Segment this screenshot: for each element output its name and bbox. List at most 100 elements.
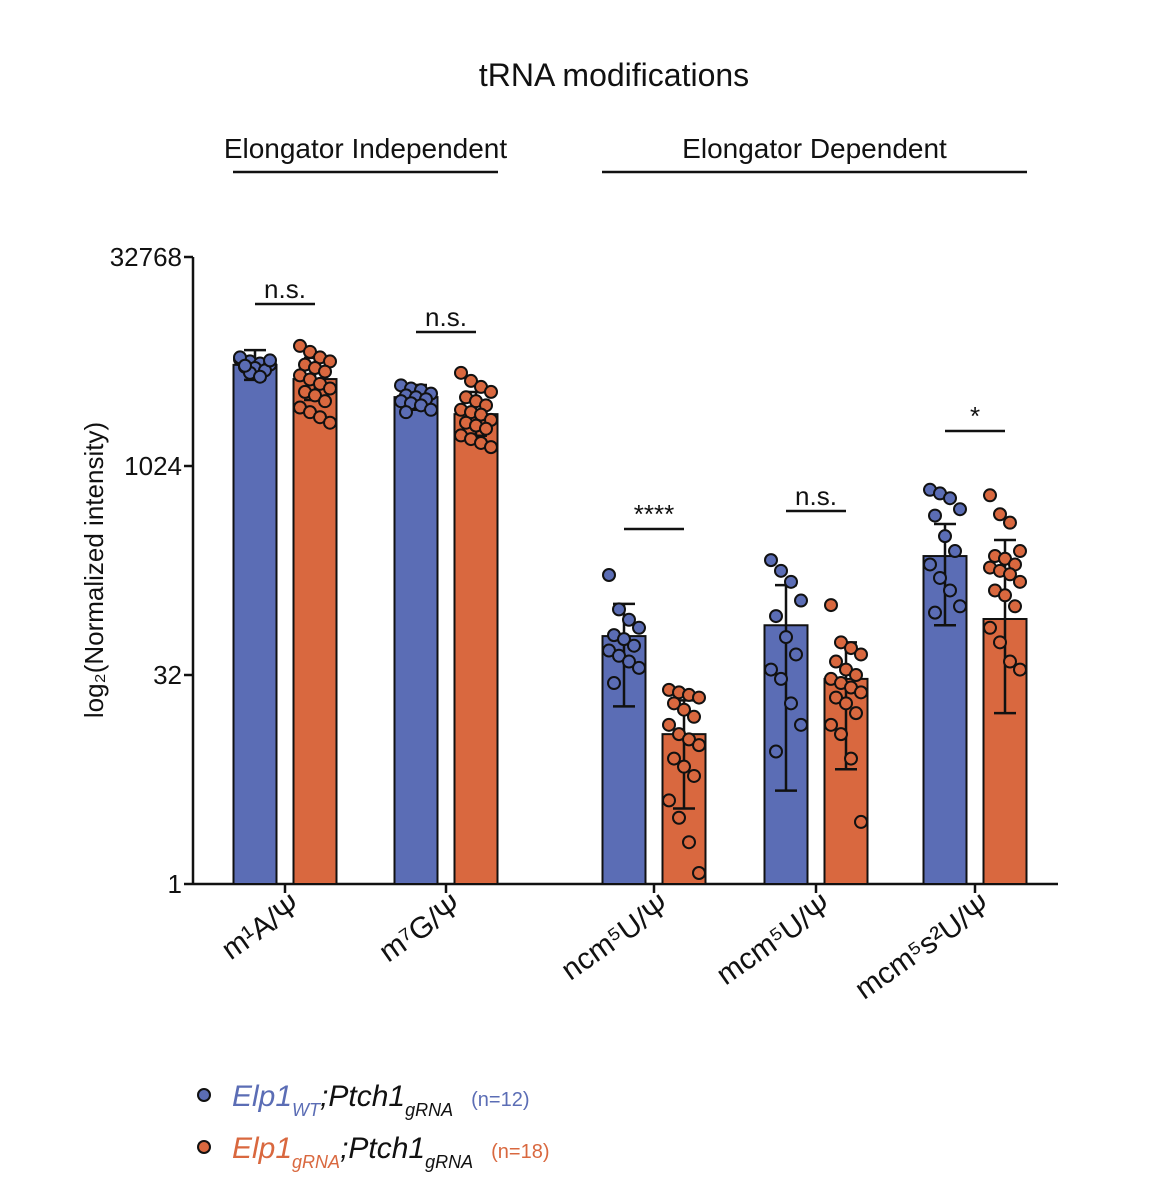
legend-n: (n=12) — [471, 1089, 529, 1111]
data-point — [607, 676, 621, 691]
significance-label: n.s. — [425, 302, 467, 332]
legend-text-part: gRNA — [405, 1100, 453, 1120]
data-point — [844, 641, 858, 656]
bar — [232, 363, 278, 886]
data-point — [943, 491, 957, 506]
data-point — [662, 793, 676, 808]
legend-marker — [197, 1140, 211, 1154]
data-point — [318, 364, 332, 379]
legend-marker — [197, 1088, 211, 1102]
data-point — [998, 588, 1012, 603]
data-point — [253, 369, 267, 384]
data-point — [308, 388, 322, 403]
data-point — [854, 814, 868, 829]
legend-text-part: ;Ptch1 — [320, 1080, 405, 1113]
data-point — [612, 648, 626, 663]
significance-label: * — [970, 401, 980, 431]
data-point — [1003, 654, 1017, 669]
data-point — [854, 685, 868, 700]
data-point — [829, 690, 843, 705]
x-tick-label: mcm⁵U/Ψ — [711, 889, 838, 992]
x-tick-label: mcm⁵s²U/Ψ — [849, 889, 997, 1006]
data-point — [928, 508, 942, 523]
data-point — [948, 544, 962, 559]
data-point — [672, 810, 686, 825]
data-point — [692, 690, 706, 705]
data-point — [769, 609, 783, 624]
data-point — [617, 632, 631, 647]
data-point — [263, 353, 277, 368]
legend-text-part: Elp1 — [232, 1132, 292, 1165]
y-tick-label: 1 — [168, 869, 182, 899]
data-point — [662, 717, 676, 732]
y-tick-label: 1024 — [124, 451, 182, 481]
x-tick-label: ncm⁵U/Ψ — [555, 889, 676, 987]
data-point — [764, 553, 778, 568]
data-point — [687, 768, 701, 783]
x-tick-label: m⁷G/Ψ — [373, 889, 468, 969]
data-point — [1003, 567, 1017, 582]
data-point — [1013, 574, 1027, 589]
data-point — [933, 570, 947, 585]
data-point — [687, 709, 701, 724]
data-point — [774, 671, 788, 686]
data-point — [622, 612, 636, 627]
data-point — [923, 557, 937, 572]
data-point — [784, 574, 798, 589]
data-point — [993, 635, 1007, 650]
data-point — [667, 751, 681, 766]
legend-text-part: gRNA — [292, 1152, 340, 1172]
data-point — [484, 384, 498, 399]
legend-text-part: WT — [292, 1100, 322, 1120]
data-point — [424, 402, 438, 417]
data-point — [682, 835, 696, 850]
data-point — [938, 529, 952, 544]
data-point — [1013, 544, 1027, 559]
data-point — [602, 568, 616, 583]
data-point — [769, 744, 783, 759]
data-point — [824, 717, 838, 732]
data-point — [692, 866, 706, 881]
data-point — [834, 635, 848, 650]
data-point — [834, 727, 848, 742]
data-point — [323, 415, 337, 430]
legend-text-part: gRNA — [425, 1152, 473, 1172]
bar — [453, 413, 499, 885]
data-point — [484, 440, 498, 455]
data-point — [677, 702, 691, 717]
data-point — [682, 732, 696, 747]
legend-text-part: Elp1 — [232, 1080, 292, 1113]
data-point — [953, 599, 967, 614]
data-point — [983, 488, 997, 503]
data-point — [784, 696, 798, 711]
bar — [393, 396, 439, 885]
data-point — [998, 551, 1012, 566]
data-point — [632, 620, 646, 635]
data-point — [794, 717, 808, 732]
data-point — [627, 638, 641, 653]
y-tick-label: 32768 — [110, 242, 182, 272]
data-point — [854, 647, 868, 662]
bar — [292, 378, 338, 885]
data-point — [943, 583, 957, 598]
data-point — [849, 706, 863, 721]
data-point — [928, 605, 942, 620]
data-point — [464, 373, 478, 388]
data-point — [849, 668, 863, 682]
group-label: Elongator Dependent — [682, 133, 947, 164]
data-point — [318, 394, 332, 409]
legend-label: Elp1gRNA;Ptch1gRNA (n=18) — [232, 1132, 550, 1172]
data-point — [692, 738, 706, 753]
data-point — [774, 563, 788, 578]
data-point — [779, 630, 793, 645]
significance-label: n.s. — [264, 274, 306, 304]
group-label: Elongator Independent — [224, 133, 508, 164]
data-point — [677, 759, 691, 774]
data-point — [622, 654, 636, 669]
chart-title: tRNA modifications — [479, 57, 749, 93]
significance-label: n.s. — [795, 481, 837, 511]
legend-n: (n=18) — [491, 1141, 549, 1163]
data-point — [993, 507, 1007, 522]
data-point — [632, 660, 646, 675]
data-point — [479, 421, 493, 436]
